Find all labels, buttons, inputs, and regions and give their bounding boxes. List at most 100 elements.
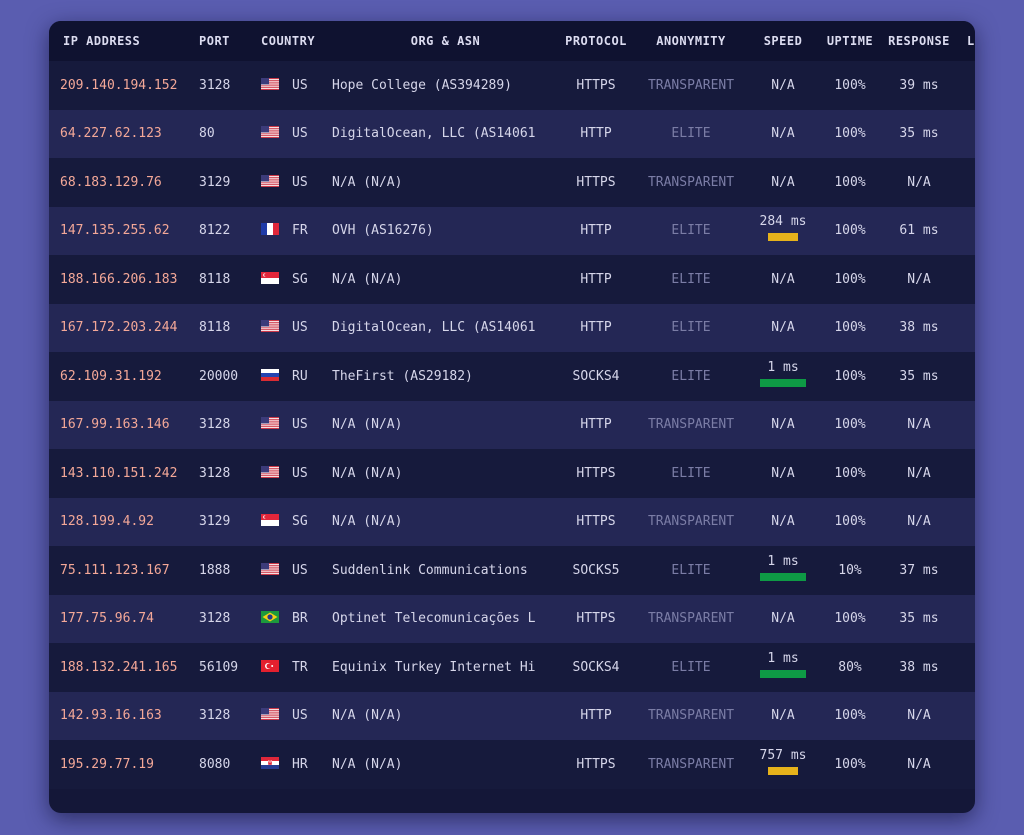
ip-address[interactable]: 167.172.203.244 bbox=[60, 320, 178, 336]
ip-address[interactable]: 128.199.4.92 bbox=[60, 514, 154, 530]
col-header-extra[interactable]: L bbox=[967, 34, 975, 48]
org-asn: DigitalOcean, LLC (AS14061 bbox=[332, 320, 536, 336]
anonymity: TRANSPARENT bbox=[647, 174, 735, 190]
ip-address[interactable]: 177.75.96.74 bbox=[60, 611, 154, 627]
uptime: 100% bbox=[834, 320, 866, 336]
speed-cell: N/A bbox=[749, 498, 817, 547]
port: 3129 bbox=[199, 514, 231, 530]
uptime: 100% bbox=[834, 271, 866, 287]
table-row[interactable]: 188.166.206.183 8118 SG N/A (N/A) HTTP ELITE N… bbox=[49, 255, 975, 304]
us-flag-icon bbox=[261, 465, 279, 478]
country-cell: US bbox=[255, 158, 332, 207]
uptime: 100% bbox=[834, 126, 866, 142]
port: 8118 bbox=[199, 271, 231, 287]
extra-cell bbox=[955, 595, 975, 644]
speed-cell: N/A bbox=[749, 449, 817, 498]
org-asn: DigitalOcean, LLC (AS14061 bbox=[332, 126, 536, 142]
ip-address[interactable]: 68.183.129.76 bbox=[60, 174, 162, 190]
table-row[interactable]: 188.132.241.165 56109 TR Equinix Turkey Int… bbox=[49, 643, 975, 692]
anonymity: TRANSPARENT bbox=[647, 514, 735, 530]
table-row[interactable]: 142.93.16.163 3128 US N/A (N/A) HTTP TRANSPAR… bbox=[49, 691, 975, 741]
ip-address[interactable]: 75.111.123.167 bbox=[60, 562, 170, 578]
ip-address[interactable]: 62.109.31.192 bbox=[60, 368, 162, 384]
col-header-speed[interactable]: SPEED bbox=[763, 34, 803, 48]
country-cell: US bbox=[255, 110, 332, 159]
port: 3128 bbox=[199, 417, 231, 433]
port: 3128 bbox=[199, 611, 231, 627]
col-header-ip[interactable]: IP ADDRESS bbox=[63, 34, 141, 48]
ip-address[interactable]: 188.132.241.165 bbox=[60, 659, 178, 675]
ip-address[interactable]: 142.93.16.163 bbox=[60, 708, 162, 724]
table-row[interactable]: 209.140.194.152 3128 US Hope College (AS394… bbox=[49, 61, 975, 110]
speed-cell: N/A bbox=[749, 692, 817, 741]
table-row[interactable]: 68.183.129.76 3129 US N/A (N/A) HTTPS TRANSPA… bbox=[49, 158, 975, 207]
sg-flag-icon bbox=[261, 514, 279, 527]
table-row[interactable]: 147.135.255.62 8122 FR OVH (AS16276) HTTP ELI… bbox=[49, 206, 975, 255]
country-cell: SG bbox=[255, 498, 332, 547]
country-code: US bbox=[292, 126, 308, 142]
response: N/A bbox=[907, 174, 931, 190]
table-row[interactable]: 167.172.203.244 8118 US DigitalOcean, LLC (… bbox=[49, 303, 975, 352]
country-code: BR bbox=[292, 611, 308, 627]
country-code: SG bbox=[292, 271, 308, 287]
speed-value: N/A bbox=[771, 611, 795, 627]
extra-cell bbox=[955, 110, 975, 159]
speed-indicator: 1 ms bbox=[760, 554, 806, 581]
col-header-port[interactable]: PORT bbox=[199, 34, 230, 48]
anonymity: ELITE bbox=[671, 126, 711, 142]
table-row[interactable]: 62.109.31.192 20000 RU TheFirst (AS29182) SO… bbox=[49, 352, 975, 401]
country-cell: RU bbox=[255, 352, 332, 401]
col-header-anonymity[interactable]: ANONYMITY bbox=[656, 34, 726, 48]
speed-bar bbox=[760, 378, 806, 387]
col-header-protocol[interactable]: PROTOCOL bbox=[565, 34, 627, 48]
country-code: US bbox=[292, 465, 308, 481]
port: 8118 bbox=[199, 320, 231, 336]
extra-cell bbox=[955, 401, 975, 450]
protocol: HTTPS bbox=[576, 465, 616, 481]
table-row[interactable]: 143.110.151.242 3128 US N/A (N/A) HTTPS ELITE… bbox=[49, 449, 975, 498]
speed-cell: 757 ms bbox=[749, 740, 817, 789]
org-asn: Hope College (AS394289) bbox=[332, 77, 513, 93]
table-row[interactable]: 167.99.163.146 3128 US N/A (N/A) HTTP TRANSPA… bbox=[49, 400, 975, 450]
response: N/A bbox=[907, 271, 931, 287]
ip-address[interactable]: 143.110.151.242 bbox=[60, 465, 178, 481]
port: 80 bbox=[199, 126, 215, 142]
extra-cell bbox=[955, 740, 975, 789]
table-row[interactable]: 128.199.4.92 3129 SG N/A (N/A) HTTPS TRANSPAR… bbox=[49, 497, 975, 547]
col-header-response[interactable]: RESPONSE bbox=[888, 34, 950, 48]
ip-address[interactable]: 64.227.62.123 bbox=[60, 126, 162, 142]
ip-address[interactable]: 188.166.206.183 bbox=[60, 271, 178, 287]
ip-address[interactable]: 167.99.163.146 bbox=[60, 417, 170, 433]
extra-cell bbox=[955, 352, 975, 401]
anonymity: ELITE bbox=[671, 659, 711, 675]
table-row[interactable]: 64.227.62.123 80 US DigitalOcean, LLC (AS14… bbox=[49, 109, 975, 159]
speed-cell: N/A bbox=[749, 110, 817, 159]
uptime: 100% bbox=[834, 756, 866, 772]
speed-cell: N/A bbox=[749, 401, 817, 450]
uptime: 100% bbox=[834, 417, 866, 433]
protocol: HTTPS bbox=[576, 756, 616, 772]
uptime: 100% bbox=[834, 611, 866, 627]
country-code: US bbox=[292, 174, 308, 190]
table-row[interactable]: 177.75.96.74 3128 BR Optinet Telecomunicaçõ… bbox=[49, 594, 975, 644]
protocol: HTTP bbox=[580, 320, 612, 336]
ip-address[interactable]: 209.140.194.152 bbox=[60, 77, 178, 93]
col-header-org[interactable]: ORG & ASN bbox=[410, 34, 481, 48]
proxy-table: IP ADDRESS PORT COUNTRY ORG & ASN PROTOC… bbox=[49, 21, 975, 789]
us-flag-icon bbox=[261, 708, 279, 721]
uptime: 100% bbox=[834, 514, 866, 530]
ip-address[interactable]: 147.135.255.62 bbox=[60, 223, 170, 239]
speed-cell: 1 ms bbox=[749, 546, 817, 595]
table-row[interactable]: 75.111.123.167 1888 US Suddenlink Communica… bbox=[49, 546, 975, 595]
response: 39 ms bbox=[899, 77, 939, 93]
country-cell: US bbox=[255, 449, 332, 498]
table-row[interactable]: 195.29.77.19 8080 HR N/A (N/A) HTTPS TRANSPAR… bbox=[49, 740, 975, 789]
col-header-uptime[interactable]: UPTIME bbox=[826, 34, 874, 48]
extra-cell bbox=[955, 449, 975, 498]
speed-value: N/A bbox=[771, 708, 795, 724]
ip-address[interactable]: 195.29.77.19 bbox=[60, 756, 154, 772]
country-code: US bbox=[292, 417, 308, 433]
sg-flag-icon bbox=[261, 271, 279, 284]
col-header-country[interactable]: COUNTRY bbox=[261, 34, 316, 48]
org-asn: OVH (AS16276) bbox=[332, 223, 434, 239]
